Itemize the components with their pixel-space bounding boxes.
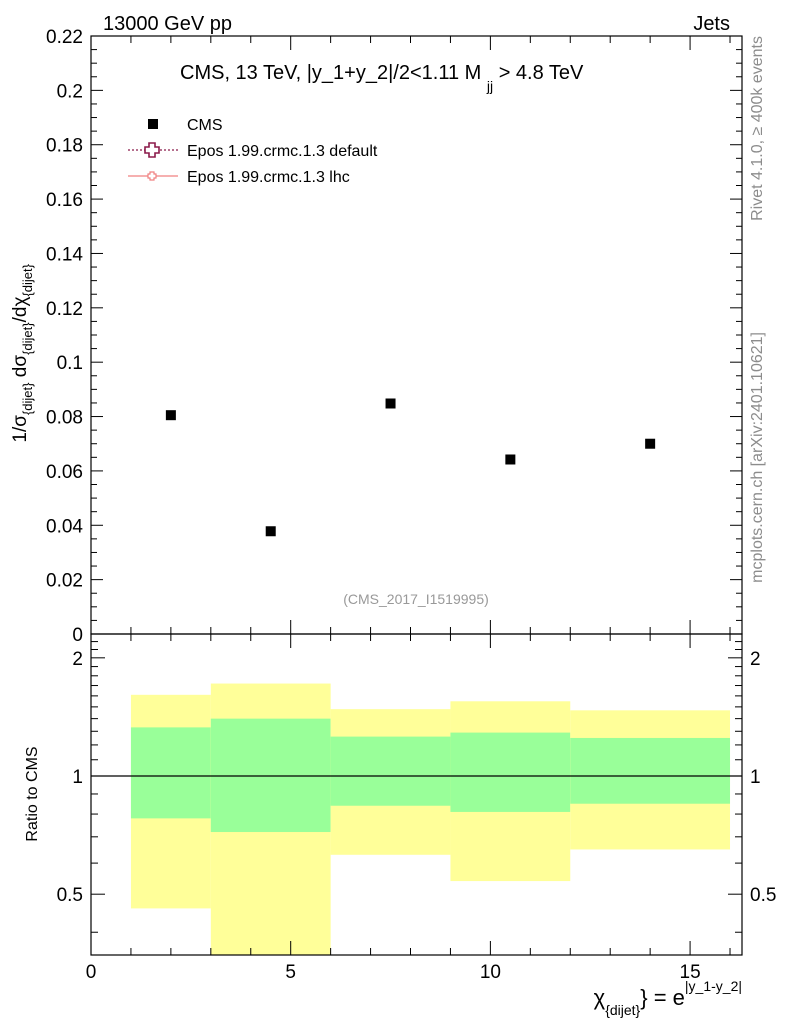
mcplots-label: mcplots.cern.ch [arXiv:2401.10621] bbox=[749, 332, 766, 583]
main-ytick-label: 0.08 bbox=[46, 408, 83, 429]
main-ytick-label: 0.02 bbox=[46, 571, 83, 592]
ratio-ytick-label: 0.5 bbox=[57, 885, 83, 906]
legend-cms-label: CMS bbox=[187, 117, 223, 134]
ratio-band-green bbox=[210, 718, 331, 833]
watermark: (CMS_2017_I1519995) bbox=[343, 591, 489, 607]
ratio-xtick-label: 0 bbox=[86, 962, 97, 983]
legend-item-cms: CMS bbox=[148, 117, 223, 134]
main-ytick-label: 0.06 bbox=[46, 462, 83, 483]
ratio-ytick-label: 2 bbox=[72, 649, 83, 670]
main-title-sub: jj bbox=[486, 78, 493, 94]
cms-data-point bbox=[505, 454, 516, 465]
main-ytick-label: 0 bbox=[72, 625, 83, 646]
legend-item-epos-default: Epos 1.99.crmc.1.3 default bbox=[128, 142, 378, 160]
ratio-xlabel: χ{dijet}} = e|y_1-y_2| bbox=[594, 978, 742, 1018]
ratio-ytick-label-right: 0.5 bbox=[750, 885, 776, 906]
ratio-xtick-label: 5 bbox=[285, 962, 296, 983]
ratio-plot-area bbox=[91, 683, 742, 955]
ratio-band-green bbox=[330, 736, 451, 806]
cms-data-point bbox=[385, 398, 396, 409]
main-title: CMS, 13 TeV, |y_1+y_2|/2<1.11 M jj > 4.8… bbox=[180, 62, 584, 96]
header-right: Jets bbox=[693, 13, 730, 35]
ratio-panel: 0.5 0.5 1 1 2 2 0 5 10 15 Ratio to CMS χ{dijet}}… bbox=[24, 633, 776, 1018]
legend-cms-square-icon bbox=[148, 119, 158, 129]
legend-item-epos-lhc: Epos 1.99.crmc.1.3 lhc bbox=[128, 169, 350, 186]
cms-data-point bbox=[645, 438, 656, 449]
ratio-xticks: 0 5 10 15 bbox=[86, 634, 731, 983]
main-ytick-label: 0.18 bbox=[46, 136, 83, 157]
legend-epos-default-label: Epos 1.99.crmc.1.3 default bbox=[187, 143, 378, 160]
ratio-yticks: 0.5 0.5 1 1 2 2 bbox=[57, 641, 776, 933]
main-panel: 0 0.02 0.04 0.06 0.08 0.1 0.12 0.14 0.16 0.18 0.2 0… bbox=[10, 27, 743, 646]
cms-data-point bbox=[165, 410, 176, 421]
main-ytick-label: 0.12 bbox=[46, 299, 83, 320]
main-plot-area bbox=[165, 398, 656, 537]
ratio-xtick-label: 15 bbox=[680, 962, 701, 983]
main-ytick-label: 0.04 bbox=[46, 516, 83, 537]
ratio-ytick-label: 1 bbox=[72, 767, 83, 788]
ratio-xtick-label: 10 bbox=[480, 962, 501, 983]
main-title-tail: > 4.8 TeV bbox=[499, 62, 584, 84]
legend-epos-default-cross-icon bbox=[144, 142, 160, 158]
legend-epos-lhc-label: Epos 1.99.crmc.1.3 lhc bbox=[187, 169, 350, 186]
header-left: 13000 GeV pp bbox=[103, 13, 232, 35]
cms-data-point bbox=[265, 526, 276, 537]
main-ytick-label: 0.1 bbox=[57, 353, 83, 374]
ratio-band-green bbox=[450, 732, 571, 812]
ratio-band-green bbox=[570, 737, 731, 804]
ratio-frame bbox=[90, 633, 743, 956]
rivet-label: Rivet 4.1.0, ≥ 400k events bbox=[749, 36, 766, 221]
main-ytick-label: 0.14 bbox=[46, 244, 83, 265]
legend: CMS Epos 1.99.crmc.1.3 default Epos 1.99… bbox=[128, 117, 378, 186]
ratio-ytick-label-right: 2 bbox=[750, 649, 761, 670]
ratio-ytick-label-right: 1 bbox=[750, 767, 761, 788]
main-xticks bbox=[90, 36, 731, 634]
main-ylabel: 1/σ{dijet} dσ{dijet}/dχ{dijet} bbox=[10, 263, 35, 442]
main-ytick-label: 0.22 bbox=[46, 27, 83, 48]
main-title-text: CMS, 13 TeV, |y_1+y_2|/2<1.11 M bbox=[180, 62, 481, 84]
ratio-ylabel: Ratio to CMS bbox=[24, 746, 41, 841]
ratio-band-green bbox=[130, 727, 211, 819]
main-ytick-label: 0.2 bbox=[57, 81, 83, 102]
main-ytick-label: 0.16 bbox=[46, 190, 83, 211]
legend-epos-lhc-cross-icon bbox=[147, 171, 157, 181]
main-yticks: 0 0.02 0.04 0.06 0.08 0.1 0.12 0.14 0.16 0.18 0.2 0… bbox=[46, 27, 742, 646]
